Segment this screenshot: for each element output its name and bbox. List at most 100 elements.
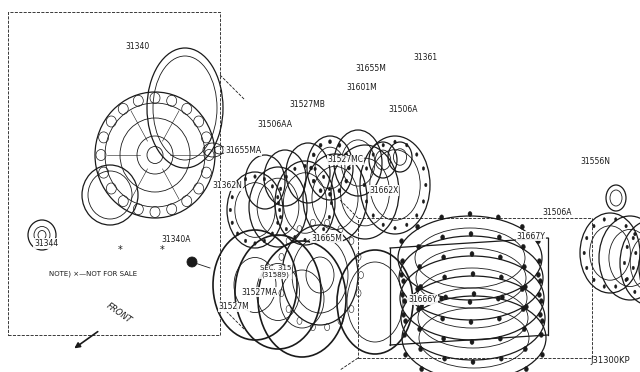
Ellipse shape	[271, 232, 274, 235]
Ellipse shape	[285, 227, 287, 231]
Ellipse shape	[468, 299, 472, 305]
Ellipse shape	[424, 183, 427, 187]
Ellipse shape	[538, 259, 541, 264]
Ellipse shape	[623, 261, 626, 265]
Ellipse shape	[499, 336, 502, 341]
Ellipse shape	[586, 236, 588, 240]
Ellipse shape	[632, 266, 634, 270]
Ellipse shape	[496, 215, 500, 220]
Ellipse shape	[470, 251, 474, 257]
Ellipse shape	[632, 236, 634, 240]
Ellipse shape	[404, 319, 408, 324]
Ellipse shape	[415, 224, 420, 230]
Ellipse shape	[469, 320, 473, 324]
Ellipse shape	[470, 340, 474, 344]
Ellipse shape	[497, 235, 501, 240]
Ellipse shape	[314, 235, 316, 239]
Ellipse shape	[328, 187, 331, 191]
Ellipse shape	[522, 327, 526, 331]
Text: 31655M: 31655M	[356, 64, 387, 73]
Ellipse shape	[524, 284, 527, 289]
Ellipse shape	[472, 292, 476, 296]
Ellipse shape	[276, 195, 279, 199]
Ellipse shape	[276, 221, 279, 225]
Text: NOTE) ×—NOT FOR SALE: NOTE) ×—NOT FOR SALE	[49, 270, 137, 277]
Ellipse shape	[626, 245, 628, 249]
Ellipse shape	[345, 153, 348, 157]
Ellipse shape	[263, 177, 266, 181]
Text: 31362N: 31362N	[212, 182, 242, 190]
Ellipse shape	[422, 167, 425, 170]
Ellipse shape	[593, 278, 595, 282]
Ellipse shape	[365, 167, 368, 170]
Ellipse shape	[348, 166, 350, 170]
Ellipse shape	[328, 192, 332, 196]
Ellipse shape	[422, 200, 425, 203]
Ellipse shape	[536, 272, 540, 278]
Text: 31361: 31361	[413, 53, 438, 62]
Ellipse shape	[402, 279, 406, 284]
Ellipse shape	[328, 215, 331, 219]
Ellipse shape	[394, 140, 396, 144]
Text: *: *	[159, 245, 164, 255]
Ellipse shape	[382, 143, 385, 147]
Text: 31667Y: 31667Y	[516, 232, 546, 241]
Ellipse shape	[338, 189, 341, 193]
Ellipse shape	[399, 272, 404, 278]
Ellipse shape	[406, 223, 408, 227]
Ellipse shape	[415, 286, 420, 292]
Ellipse shape	[520, 286, 524, 292]
Ellipse shape	[399, 239, 404, 244]
Text: 31506A: 31506A	[542, 208, 572, 217]
Ellipse shape	[280, 187, 282, 191]
Ellipse shape	[304, 238, 306, 242]
Ellipse shape	[338, 143, 341, 147]
Ellipse shape	[536, 239, 540, 244]
Ellipse shape	[418, 264, 422, 269]
Ellipse shape	[499, 275, 503, 280]
Ellipse shape	[614, 285, 617, 288]
Ellipse shape	[254, 175, 256, 178]
Ellipse shape	[626, 277, 628, 281]
Ellipse shape	[187, 257, 197, 267]
Text: 31344: 31344	[34, 239, 58, 248]
Ellipse shape	[419, 284, 422, 289]
Ellipse shape	[441, 235, 445, 240]
Ellipse shape	[538, 312, 542, 317]
Ellipse shape	[244, 239, 247, 243]
Ellipse shape	[328, 140, 332, 144]
Ellipse shape	[294, 167, 296, 171]
Ellipse shape	[420, 367, 424, 372]
Ellipse shape	[593, 224, 595, 228]
Ellipse shape	[440, 296, 444, 301]
Ellipse shape	[415, 214, 418, 217]
Text: J31300KP: J31300KP	[590, 356, 630, 365]
Ellipse shape	[540, 352, 545, 357]
Ellipse shape	[236, 185, 239, 188]
Ellipse shape	[583, 251, 586, 255]
Ellipse shape	[442, 336, 445, 341]
Ellipse shape	[278, 208, 281, 212]
Ellipse shape	[634, 290, 636, 294]
Ellipse shape	[319, 143, 322, 147]
Text: FRONT: FRONT	[105, 301, 134, 325]
Ellipse shape	[586, 266, 588, 270]
Text: 31666Y: 31666Y	[408, 295, 437, 304]
Ellipse shape	[365, 200, 368, 203]
Ellipse shape	[403, 332, 406, 337]
Ellipse shape	[625, 278, 627, 282]
Ellipse shape	[406, 143, 408, 147]
Ellipse shape	[524, 367, 529, 372]
Ellipse shape	[271, 185, 274, 188]
Ellipse shape	[263, 239, 266, 243]
Text: 31527MA: 31527MA	[241, 288, 277, 296]
Ellipse shape	[540, 319, 545, 324]
Ellipse shape	[603, 218, 605, 221]
Text: 31662X: 31662X	[369, 186, 399, 195]
Text: *: *	[118, 245, 122, 255]
Ellipse shape	[277, 201, 280, 205]
Ellipse shape	[496, 296, 500, 301]
Ellipse shape	[469, 231, 473, 237]
Text: 31340: 31340	[125, 42, 150, 51]
Ellipse shape	[468, 212, 472, 217]
